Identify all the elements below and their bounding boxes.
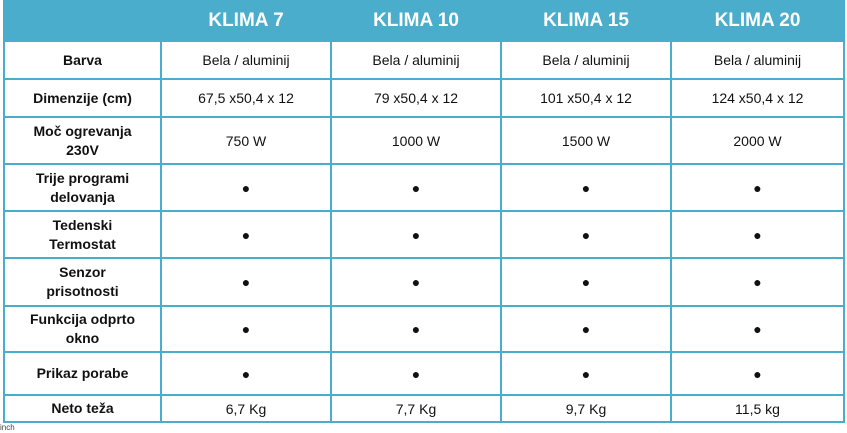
cell: 67,5 x50,4 x 12: [160, 78, 332, 118]
row-label-text: Trije programi delovanja: [35, 169, 130, 205]
cell: ●: [670, 210, 845, 259]
table-row: Prikaz porabe ● ● ● ●: [3, 351, 845, 396]
table-row: Trije programi delovanja ● ● ● ●: [3, 163, 845, 212]
cell: 124 x50,4 x 12: [670, 78, 845, 118]
cell: ●: [670, 257, 845, 307]
table-row: Barva Bela / aluminij Bela / aluminij Bela …: [3, 40, 845, 80]
row-label-text: Barva: [63, 51, 102, 68]
cell: ●: [500, 257, 672, 307]
row-label-text: Senzor prisotnosti: [46, 264, 119, 299]
row-label: Trije programi delovanja: [3, 163, 162, 212]
table-body: Barva Bela / aluminij Bela / aluminij Bela …: [3, 40, 845, 423]
cell: ●: [330, 210, 502, 259]
cell: ●: [330, 163, 502, 212]
row-label-text: Funkcija odprto okno: [30, 311, 135, 346]
cell: Bela / aluminij: [500, 40, 672, 80]
table-row: Tedenski Termostat ● ● ● ●: [3, 210, 845, 259]
column-header: KLIMA 15: [500, 0, 672, 42]
cell: 9,7 Kg: [500, 394, 672, 423]
row-label-text: Dimenzije (cm): [33, 89, 132, 106]
column-header: KLIMA 20: [670, 0, 845, 42]
cell: Bela / aluminij: [670, 40, 845, 80]
cell: ●: [500, 210, 672, 259]
cell: ●: [500, 305, 672, 353]
cell: ●: [330, 351, 502, 396]
cell: ●: [500, 163, 672, 212]
row-label-text: Moč ogrevanja 230V: [33, 122, 132, 158]
cell: ●: [160, 257, 332, 307]
row-label-text: Tedenski Termostat: [49, 216, 116, 252]
cell: 1500 W: [500, 116, 672, 165]
cell: ●: [160, 351, 332, 396]
cell: 11,5 kg: [670, 394, 845, 423]
table-row: Senzor prisotnosti ● ● ● ●: [3, 257, 845, 307]
footer-note: inch: [0, 423, 15, 432]
spec-table: KLIMA 7 KLIMA 10 KLIMA 15 KLIMA 20 Barva Bel…: [3, 0, 845, 423]
row-label-text: Prikaz porabe: [36, 365, 129, 381]
cell: 750 W: [160, 116, 332, 165]
row-label: Senzor prisotnosti: [3, 257, 162, 307]
row-label: Barva: [3, 40, 162, 80]
table-row: Dimenzije (cm) 67,5 x50,4 x 12 79 x50,4 x …: [3, 78, 845, 118]
cell: 101 x50,4 x 12: [500, 78, 672, 118]
column-header: KLIMA 7: [160, 0, 332, 42]
cell: 7,7 Kg: [330, 394, 502, 423]
row-label: Tedenski Termostat: [3, 210, 162, 259]
cell: 1000 W: [330, 116, 502, 165]
cell: ●: [670, 351, 845, 396]
cell: Bela / aluminij: [330, 40, 502, 80]
table-row: Moč ogrevanja 230V 750 W 1000 W 1500 W 2000 …: [3, 116, 845, 165]
cell: 79 x50,4 x 12: [330, 78, 502, 118]
row-label: Prikaz porabe: [3, 351, 162, 396]
cell: ●: [160, 163, 332, 212]
cell: 2000 W: [670, 116, 845, 165]
row-label-text: Neto teža: [51, 400, 114, 416]
row-label: Moč ogrevanja 230V: [3, 116, 162, 165]
cell: ●: [330, 305, 502, 353]
cell: 6,7 Kg: [160, 394, 332, 423]
cell: Bela / aluminij: [160, 40, 332, 80]
cell: ●: [160, 210, 332, 259]
row-label: Funkcija odprto okno: [3, 305, 162, 353]
cell: ●: [670, 163, 845, 212]
header-corner: [3, 0, 162, 42]
cell: ●: [500, 351, 672, 396]
row-label: Neto teža: [3, 394, 162, 423]
column-header: KLIMA 10: [330, 0, 502, 42]
row-label: Dimenzije (cm): [3, 78, 162, 118]
cell: ●: [330, 257, 502, 307]
header-row: KLIMA 7 KLIMA 10 KLIMA 15 KLIMA 20: [3, 0, 845, 42]
table-row: Funkcija odprto okno ● ● ● ●: [3, 305, 845, 353]
cell: ●: [160, 305, 332, 353]
cell: ●: [670, 305, 845, 353]
table-row: Neto teža 6,7 Kg 7,7 Kg 9,7 Kg 11,5 kg: [3, 394, 845, 423]
